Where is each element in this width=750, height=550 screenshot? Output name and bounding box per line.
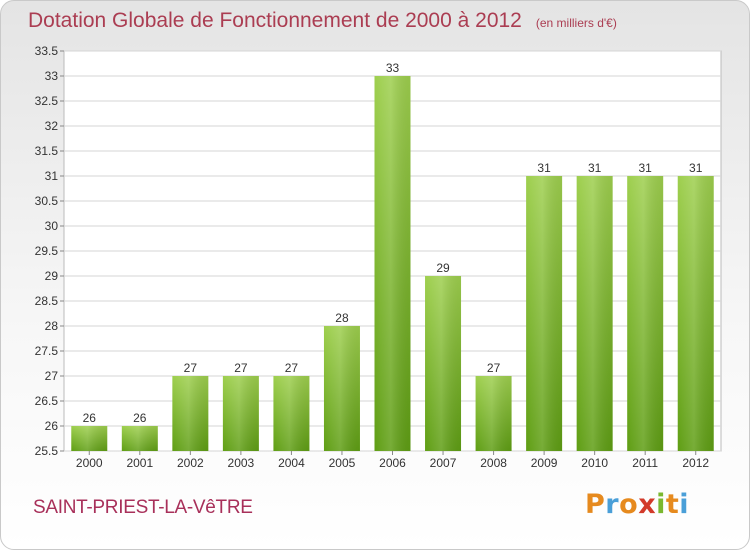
y-tick-label: 32 xyxy=(45,119,59,133)
logo-letter: x xyxy=(638,489,657,520)
bar-shine xyxy=(222,376,259,451)
bar-value-label: 27 xyxy=(285,361,299,375)
y-tick-label: 26.5 xyxy=(35,394,59,408)
y-tick-label: 30.5 xyxy=(35,194,59,208)
bar-shine xyxy=(172,376,209,451)
y-tick-label: 27.5 xyxy=(35,344,59,358)
bar-value-label: 26 xyxy=(83,411,97,425)
y-tick-label: 30 xyxy=(45,219,59,233)
x-tick-label: 2000 xyxy=(76,456,103,470)
x-axis: 2000 2001 2002 2003 2004 2005 2006 2007 2008 2009… xyxy=(76,451,709,470)
logo-letter: i xyxy=(656,489,666,520)
y-tick-label: 29.5 xyxy=(35,244,59,258)
bar-shine xyxy=(526,176,563,451)
bar-shine xyxy=(475,376,512,451)
y-tick-label: 29 xyxy=(45,269,59,283)
x-tick-label: 2004 xyxy=(278,456,305,470)
x-tick-label: 2008 xyxy=(480,456,507,470)
y-tick-label: 31 xyxy=(45,169,59,183)
y-tick-label: 33 xyxy=(45,69,59,83)
x-tick-label: 2005 xyxy=(329,456,356,470)
proxiti-logo[interactable]: Proxiti xyxy=(585,489,689,520)
logo-letter: r xyxy=(605,489,620,520)
y-axis: 25.5 26 26.5 27 27.5 28 28.5 29 29.5 30 30.5 31 31.5… xyxy=(35,44,64,458)
x-tick-label: 2003 xyxy=(228,456,255,470)
logo-letter: P xyxy=(585,489,606,520)
bar-value-label: 33 xyxy=(386,61,400,75)
bar-value-label: 27 xyxy=(184,361,198,375)
y-tick-label: 33.5 xyxy=(35,44,59,58)
title-text: Dotation Globale de Fonctionnement de 20… xyxy=(28,9,522,32)
bar-value-label: 27 xyxy=(234,361,248,375)
y-tick-label: 32.5 xyxy=(35,94,59,108)
city-name: SAINT-PRIEST-LA-VêTRE xyxy=(33,497,253,518)
x-tick-label: 2007 xyxy=(430,456,457,470)
x-tick-label: 2001 xyxy=(126,456,153,470)
x-tick-label: 2002 xyxy=(177,456,204,470)
bar-value-label: 27 xyxy=(487,361,501,375)
bar-shine xyxy=(323,326,360,451)
x-tick-label: 2011 xyxy=(632,456,658,470)
x-tick-label: 2006 xyxy=(379,456,406,470)
y-tick-label: 28 xyxy=(45,319,59,333)
bar-shine xyxy=(677,176,714,451)
bar-shine xyxy=(71,426,108,451)
y-tick-label: 26 xyxy=(45,419,59,433)
bar-value-label: 29 xyxy=(436,261,450,275)
bar-shine xyxy=(627,176,664,451)
y-tick-label: 25.5 xyxy=(35,444,59,458)
chart-title: Dotation Globale de Fonctionnement de 20… xyxy=(28,9,617,33)
bar-value-label: 26 xyxy=(133,411,147,425)
bar-shine xyxy=(121,426,158,451)
y-tick-label: 28.5 xyxy=(35,294,59,308)
bars: 26 26 27 27 27 28 33 29 27 31 31 31 31 xyxy=(71,61,714,451)
x-tick-label: 2010 xyxy=(581,456,608,470)
y-tick-label: 27 xyxy=(45,369,59,383)
bar-shine xyxy=(273,376,310,451)
y-tick-label: 31.5 xyxy=(35,144,59,158)
bar-shine xyxy=(374,76,411,451)
bar-value-label: 31 xyxy=(689,161,703,175)
x-tick-label: 2009 xyxy=(531,456,558,470)
bar-shine xyxy=(576,176,613,451)
logo-letter: o xyxy=(619,489,639,520)
bar-value-label: 31 xyxy=(639,161,653,175)
x-tick-label: 2012 xyxy=(682,456,709,470)
bar-shine xyxy=(425,276,462,451)
bar-value-label: 31 xyxy=(537,161,551,175)
unit-label: (en milliers d'€) xyxy=(535,16,617,30)
logo-letter: i xyxy=(679,489,690,520)
bar-value-label: 31 xyxy=(588,161,602,175)
logo-letter: t xyxy=(665,489,680,520)
bar-value-label: 28 xyxy=(335,311,349,325)
